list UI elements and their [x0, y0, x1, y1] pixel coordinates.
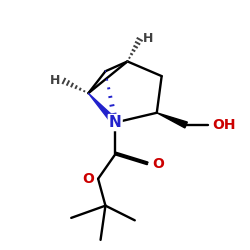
Polygon shape: [88, 93, 118, 125]
Text: OH: OH: [212, 118, 235, 132]
Text: N: N: [109, 115, 122, 130]
Text: O: O: [152, 157, 164, 171]
Text: O: O: [82, 172, 94, 186]
Text: H: H: [143, 32, 154, 45]
Text: H: H: [50, 74, 60, 88]
Polygon shape: [157, 113, 187, 128]
